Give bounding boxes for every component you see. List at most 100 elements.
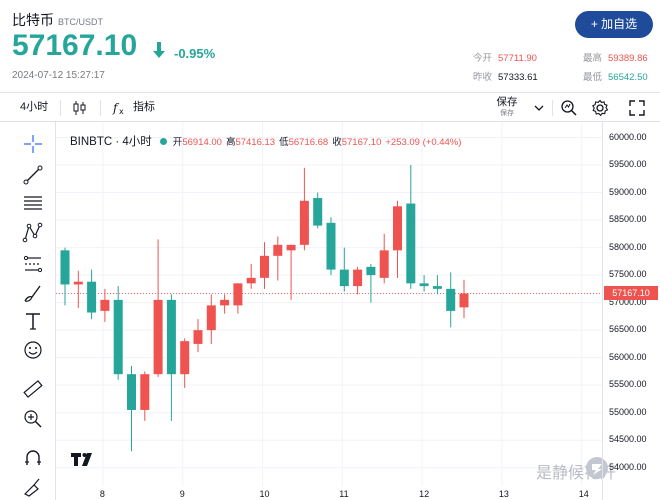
candle-body <box>260 255 269 278</box>
price-tick-label: 57000.00 <box>609 296 647 307</box>
candle-body <box>100 299 110 311</box>
date-tick-label: 10 <box>259 489 270 499</box>
price-axis[interactable] <box>602 122 660 500</box>
gear-icon[interactable] <box>591 99 609 117</box>
add-watchlist-button[interactable]: + 加自选 <box>575 11 653 38</box>
toolbar-divider <box>100 100 101 116</box>
candle-body <box>127 374 136 410</box>
candle-body <box>286 244 296 251</box>
toolbar-divider <box>60 100 61 116</box>
fx-indicator-icon[interactable]: f x <box>112 100 128 116</box>
candle-body <box>220 299 230 306</box>
price-tick-label: 57500.00 <box>609 269 647 280</box>
timestamp: 2024-07-12 15:27:17 <box>12 70 105 81</box>
candle-body <box>406 203 416 284</box>
price-tick-label: 55000.00 <box>609 406 647 417</box>
date-tick-label: 8 <box>99 489 105 499</box>
date-tick-label: 14 <box>578 489 589 499</box>
legend-high: 57416.13 <box>235 137 276 148</box>
svg-text:f: f <box>112 101 120 115</box>
price-tick-label: 55500.00 <box>609 379 647 390</box>
candle-body <box>73 281 83 285</box>
candlestick-chart[interactable] <box>56 122 602 500</box>
date-tick-label: 11 <box>339 489 349 499</box>
price-tick-label: 58000.00 <box>609 241 647 252</box>
candle-body <box>140 374 150 410</box>
horizontal-lines-icon[interactable] <box>22 192 44 214</box>
chart-legend: BINBTC · 4小时 开56914.00 高57416.13 低56716.68 收… <box>70 136 462 148</box>
candle-body <box>432 286 442 289</box>
candle-body <box>193 330 203 344</box>
stat-open: 今开 57711.90 <box>473 53 537 64</box>
candle-body <box>419 283 429 287</box>
fullscreen-icon[interactable] <box>628 99 646 117</box>
down-arrow-icon <box>153 42 165 58</box>
last-price: 57167.10 <box>12 29 138 62</box>
candle-body <box>153 299 163 375</box>
candle-body <box>446 288 456 311</box>
pair-title: 比特币 BTC/USDT <box>12 10 103 30</box>
lock-drawings-icon[interactable] <box>22 475 44 497</box>
magnet-icon[interactable] <box>22 447 44 469</box>
chevron-down-icon[interactable] <box>534 103 544 113</box>
candle-body <box>246 277 256 284</box>
candle-body <box>393 206 402 251</box>
date-tick-label: 9 <box>179 489 185 499</box>
candle-body <box>459 293 469 308</box>
stat-prev-close: 昨收 57333.61 <box>473 72 538 83</box>
indicators-button[interactable]: 指标 <box>133 101 155 113</box>
brush-icon[interactable] <box>22 282 44 304</box>
candle-body <box>326 222 336 270</box>
svg-text:x: x <box>119 107 124 116</box>
legend-low: 56716.68 <box>288 137 329 148</box>
emoji-icon[interactable] <box>22 339 44 361</box>
price-tick-label: 59500.00 <box>609 159 647 170</box>
price-tick-label: 58500.00 <box>609 214 647 225</box>
legend-open: 56914.00 <box>182 137 222 148</box>
toolbar-divider <box>552 100 553 116</box>
candle-body <box>206 305 216 331</box>
legend-close: 57167.10 <box>341 137 382 148</box>
price-tick-label: 56000.00 <box>609 351 647 362</box>
forecast-tool-icon[interactable] <box>22 253 44 275</box>
candle-body <box>379 250 389 278</box>
ruler-icon[interactable] <box>22 378 44 400</box>
interval-select[interactable]: 4小时 <box>20 101 49 113</box>
pair-name: 比特币 <box>12 12 54 28</box>
price-change: -0.95% <box>174 46 216 61</box>
price-tick-label: 54000.00 <box>609 461 647 472</box>
candle-body <box>273 244 283 256</box>
legend-change: +253.09 (+0.44%) <box>385 137 462 148</box>
text-tool-icon[interactable] <box>22 310 44 332</box>
price-tick-label: 54500.00 <box>609 434 647 445</box>
candle-body <box>87 281 97 313</box>
candle-body <box>113 299 123 375</box>
candle-body <box>60 250 70 285</box>
pair-symbol: BTC/USDT <box>58 17 103 27</box>
save-button[interactable]: 保存 保存 <box>496 96 518 117</box>
candle-body <box>233 283 243 306</box>
price-tick-label: 56500.00 <box>609 324 647 335</box>
pattern-tool-icon[interactable] <box>22 222 44 244</box>
price-tick-label: 60000.00 <box>609 131 647 142</box>
stat-high: 最高 59389.86 <box>583 53 648 64</box>
date-tick-label: 12 <box>419 489 430 499</box>
crosshair-icon[interactable] <box>22 133 44 155</box>
tradingview-logo-icon <box>71 453 92 466</box>
zoom-in-icon[interactable] <box>22 408 44 430</box>
chart-toolbar: 4小时 f x 指标 保存 保存 <box>0 92 660 122</box>
legend-symbol: BINBTC · 4小时 <box>70 136 152 148</box>
candle-body <box>339 269 349 287</box>
date-tick-label: 13 <box>498 489 509 499</box>
last-price-tag: 57167.10 <box>604 286 658 301</box>
candle-body <box>353 269 363 287</box>
candle-body <box>166 299 176 375</box>
candle-style-icon[interactable] <box>72 100 88 116</box>
live-dot-icon <box>159 138 167 146</box>
price-tick-label: 59000.00 <box>609 186 647 197</box>
candle-body <box>180 341 190 375</box>
quick-search-icon[interactable] <box>560 99 578 117</box>
candle-body <box>366 266 376 276</box>
trend-line-icon[interactable] <box>22 164 44 186</box>
header: 比特币 BTC/USDT 57167.10 -0.95% 2024-07-12 1… <box>0 0 660 92</box>
